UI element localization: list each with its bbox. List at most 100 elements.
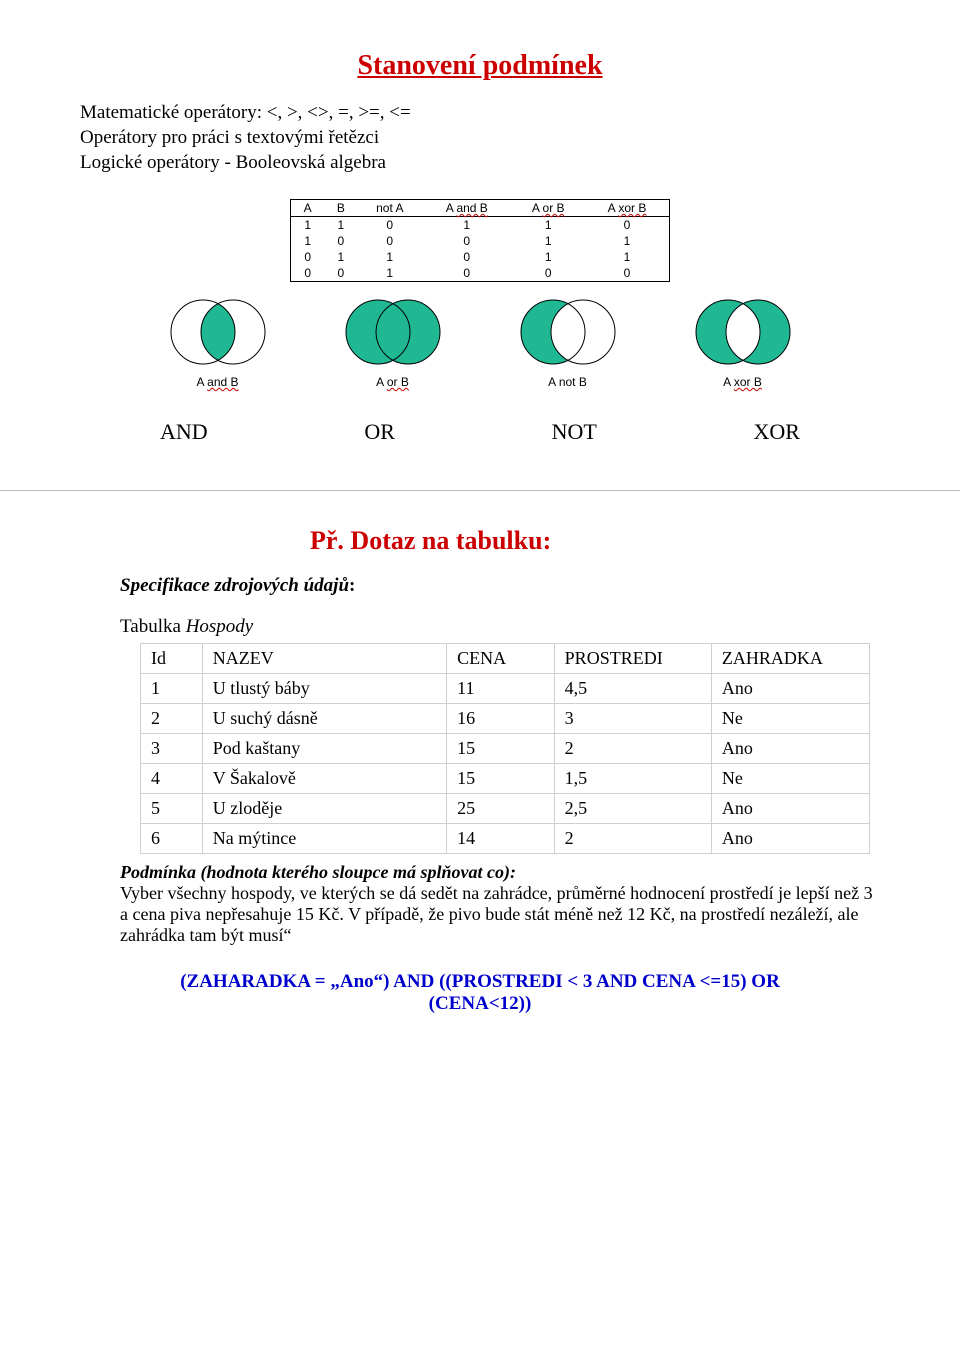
intro-line-3: Logické operátory - Booleovská algebra	[80, 152, 880, 174]
table-row: 4V Šakalově151,5Ne	[141, 764, 870, 794]
table-cell: 2,5	[554, 794, 711, 824]
data-header: Id	[141, 644, 203, 674]
truth-cell: 1	[585, 249, 669, 265]
table-cell: 2	[141, 704, 203, 734]
venn-label: A or B	[323, 375, 463, 389]
truth-cell: 1	[585, 233, 669, 249]
table-cell: Ano	[711, 794, 869, 824]
truth-cell: 0	[291, 249, 325, 265]
venn-diagram: A not B	[498, 292, 638, 389]
condition-lead: Podmínka (hodnota kterého sloupce má spl…	[120, 862, 516, 882]
data-table: IdNAZEVCENAPROSTREDIZAHRADKA 1U tlustý b…	[140, 643, 870, 854]
table-cell: Pod kaštany	[202, 734, 446, 764]
operator-label: NOT	[552, 419, 597, 445]
table-cell: 4	[141, 764, 203, 794]
table-cell: 15	[447, 734, 555, 764]
table-cell: 5	[141, 794, 203, 824]
table-cell: Ano	[711, 824, 869, 854]
truth-cell: 1	[511, 217, 585, 234]
intro-line-2: Operátory pro práci s textovými řetězci	[80, 127, 880, 149]
truth-cell: 1	[291, 217, 325, 234]
table-cell: 2	[554, 824, 711, 854]
data-header: ZAHRADKA	[711, 644, 869, 674]
condition-block: Podmínka (hodnota kterého sloupce má spl…	[120, 862, 880, 946]
truth-cell: 0	[422, 233, 511, 249]
table-cell: 1	[141, 674, 203, 704]
table-cell: Na mýtince	[202, 824, 446, 854]
truth-cell: 1	[324, 217, 357, 234]
truth-cell: 0	[357, 233, 422, 249]
table-cell: U zloděje	[202, 794, 446, 824]
truth-cell: 1	[422, 217, 511, 234]
truth-cell: 0	[585, 265, 669, 282]
table-cell: 1,5	[554, 764, 711, 794]
truth-cell: 0	[324, 265, 357, 282]
venn-label: A and B	[148, 375, 288, 389]
truth-header: B	[324, 200, 357, 217]
truth-header: not A	[357, 200, 422, 217]
truth-cell: 1	[511, 249, 585, 265]
table-caption: Tabulka Hospody	[120, 616, 880, 638]
venn-label: A not B	[498, 375, 638, 389]
operator-label: XOR	[754, 419, 800, 445]
truth-header: A	[291, 200, 325, 217]
table-cell: 4,5	[554, 674, 711, 704]
data-header: NAZEV	[202, 644, 446, 674]
truth-row: 110110	[291, 217, 670, 234]
truth-header: A and B	[422, 200, 511, 217]
truth-cell: 1	[324, 249, 357, 265]
intro-line-1: Matematické operátory: <, >, <>, =, >=, …	[80, 102, 880, 124]
table-cell: Ne	[711, 704, 869, 734]
table-cell: 11	[447, 674, 555, 704]
query-expression: (ZAHARADKA = „Ano“) AND ((PROSTREDI < 3 …	[80, 971, 880, 1015]
table-cell: 14	[447, 824, 555, 854]
table-cell: V Šakalově	[202, 764, 446, 794]
truth-cell: 0	[357, 217, 422, 234]
data-header: PROSTREDI	[554, 644, 711, 674]
table-row: 3Pod kaštany152Ano	[141, 734, 870, 764]
truth-table-container: ABnot AA and BA or BA xor B 110110100011…	[290, 199, 670, 282]
truth-cell: 0	[585, 217, 669, 234]
truth-row: 011011	[291, 249, 670, 265]
table-cell: 6	[141, 824, 203, 854]
table-cell: 16	[447, 704, 555, 734]
truth-row: 001000	[291, 265, 670, 282]
truth-table: ABnot AA and BA or BA xor B 110110100011…	[290, 199, 670, 282]
table-row: 2U suchý dásně163Ne	[141, 704, 870, 734]
table-cell: 2	[554, 734, 711, 764]
page-title: Stanovení podmínek	[80, 50, 880, 82]
venn-label: A xor B	[673, 375, 813, 389]
truth-row: 100011	[291, 233, 670, 249]
table-cell: Ne	[711, 764, 869, 794]
truth-cell: 0	[422, 265, 511, 282]
table-cell: U tlustý báby	[202, 674, 446, 704]
venn-diagram: A or B	[323, 292, 463, 389]
truth-header: A xor B	[585, 200, 669, 217]
operator-labels: AND OR NOT XOR	[160, 419, 800, 445]
truth-cell: 1	[511, 233, 585, 249]
table-cell: Ano	[711, 734, 869, 764]
table-cell: Ano	[711, 674, 869, 704]
truth-cell: 1	[357, 249, 422, 265]
intro-block: Matematické operátory: <, >, <>, =, >=, …	[80, 102, 880, 174]
data-header: CENA	[447, 644, 555, 674]
example-subtitle: Př. Dotaz na tabulku:	[310, 526, 880, 556]
table-cell: U suchý dásně	[202, 704, 446, 734]
truth-cell: 1	[291, 233, 325, 249]
section-divider	[0, 490, 960, 491]
operator-label: AND	[160, 419, 208, 445]
truth-cell: 0	[324, 233, 357, 249]
spec-label: Specifikace zdrojových údajů:	[120, 575, 880, 597]
truth-cell: 0	[291, 265, 325, 282]
table-row: 6Na mýtince142Ano	[141, 824, 870, 854]
table-cell: 3	[141, 734, 203, 764]
table-cell: 25	[447, 794, 555, 824]
truth-cell: 0	[422, 249, 511, 265]
operator-label: OR	[364, 419, 395, 445]
table-row: 1U tlustý báby114,5Ano	[141, 674, 870, 704]
venn-diagram: A xor B	[673, 292, 813, 389]
venn-row: A and B A or B A not B	[80, 292, 880, 389]
venn-diagram: A and B	[148, 292, 288, 389]
truth-header: A or B	[511, 200, 585, 217]
table-cell: 3	[554, 704, 711, 734]
